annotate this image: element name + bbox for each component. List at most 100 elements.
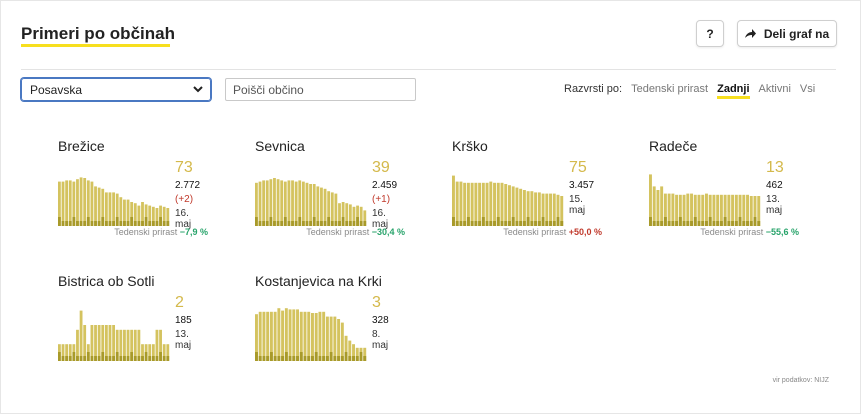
total-value: 2.772 bbox=[175, 180, 201, 191]
sparkline-bar-base bbox=[296, 356, 299, 361]
sparkline-bar bbox=[90, 181, 94, 226]
latest-value: 75 bbox=[569, 159, 587, 176]
sparkline-bar bbox=[151, 344, 155, 361]
sparkline-bar-base bbox=[318, 356, 322, 361]
sparkline-bar bbox=[166, 344, 170, 361]
sparkline-bar-base bbox=[701, 221, 705, 226]
sparkline-bar-base bbox=[255, 352, 258, 361]
sparkline-bar bbox=[526, 191, 530, 226]
sparkline-bar-base bbox=[61, 356, 65, 361]
sparkline-bar bbox=[101, 188, 105, 226]
sparkline-bar bbox=[708, 194, 712, 226]
sparkline-bar-base bbox=[126, 356, 130, 361]
sparkline-bar-base bbox=[133, 221, 137, 226]
sparkline-bar-base bbox=[504, 221, 508, 226]
sparkline-bar-base bbox=[301, 221, 305, 226]
last-update-date: 16. maj bbox=[372, 208, 389, 230]
sparkline-bar bbox=[101, 325, 105, 361]
sparkline-bar-base bbox=[130, 352, 134, 361]
sparkline-bar-base bbox=[294, 221, 298, 226]
region-select[interactable]: Posavska bbox=[21, 78, 211, 101]
weekly-growth: Tedenski prirast −55,6 % bbox=[499, 227, 799, 237]
sparkline-bar-base bbox=[144, 217, 148, 226]
sparkline-bar bbox=[296, 309, 299, 361]
sparkline-bar-base bbox=[255, 217, 258, 226]
last-update-date: 16. maj bbox=[175, 208, 192, 230]
sparkline-bar-base bbox=[355, 356, 359, 361]
sparkline-bar-base bbox=[455, 221, 459, 226]
sparkline-bar-base bbox=[262, 221, 266, 226]
sparkline-bar bbox=[108, 325, 112, 361]
daily-delta: (+1) bbox=[372, 194, 391, 205]
sparkline-bar bbox=[649, 174, 652, 226]
sparkline-bar bbox=[61, 181, 65, 226]
sparkline-bar bbox=[541, 193, 545, 226]
sparkline-bar bbox=[79, 310, 83, 361]
sort-option-latest[interactable]: Zadnji bbox=[717, 83, 750, 99]
daily-delta: (+2) bbox=[175, 194, 194, 205]
total-value: 462 bbox=[766, 180, 783, 191]
latest-value: 13 bbox=[766, 159, 784, 176]
sparkline-bar-base bbox=[757, 221, 761, 226]
sparkline-bar-base bbox=[76, 221, 79, 226]
share-button[interactable]: Deli graf na bbox=[737, 20, 837, 47]
sparkline-bar-base bbox=[141, 356, 144, 361]
sparkline-bar bbox=[277, 308, 281, 361]
search-input[interactable] bbox=[225, 78, 416, 101]
sparkline-bar-base bbox=[277, 356, 281, 361]
sparkline-bar bbox=[262, 311, 266, 361]
sparkline-bar bbox=[333, 316, 337, 361]
weekly-growth: Tedenski prirast +50,0 % bbox=[302, 227, 602, 237]
sparkline-bar-base bbox=[678, 217, 682, 226]
sparkline-bar bbox=[303, 311, 307, 361]
sparkline-bar-base bbox=[58, 217, 61, 226]
sparkline-bar bbox=[485, 182, 489, 226]
sparkline-bar bbox=[298, 180, 302, 226]
sparkline-bar bbox=[678, 194, 682, 226]
sparkline-bar-base bbox=[671, 221, 675, 226]
sparkline-bar bbox=[255, 182, 258, 226]
total-value: 2.459 bbox=[372, 180, 398, 191]
sparkline-bar bbox=[504, 184, 508, 226]
sparkline-bar-base bbox=[83, 356, 87, 361]
sparkline-bar-base bbox=[478, 221, 482, 226]
sparkline-bar-base bbox=[94, 356, 97, 361]
municipality-name: Krško bbox=[452, 138, 488, 154]
sparkline-bar bbox=[701, 194, 705, 226]
sparkline-bar bbox=[281, 310, 285, 361]
sort-option-active[interactable]: Aktivni bbox=[758, 83, 791, 95]
sort-option-all[interactable]: Vsi bbox=[799, 83, 816, 95]
sparkline-bar bbox=[508, 185, 511, 226]
chevron-down-icon bbox=[193, 86, 203, 93]
sparkline-chart bbox=[255, 178, 367, 226]
sparkline-bar bbox=[723, 194, 727, 226]
sparkline-bar-base bbox=[79, 221, 83, 226]
sparkline-bar-base bbox=[323, 221, 327, 226]
sparkline-bar-base bbox=[329, 352, 333, 361]
sparkline-bar-base bbox=[511, 217, 515, 226]
sparkline-bar bbox=[115, 193, 119, 226]
sort-option-weekly[interactable]: Tedenski prirast bbox=[631, 83, 709, 95]
sparkline-bar bbox=[671, 193, 675, 226]
sparkline-bar-base bbox=[141, 221, 144, 226]
weekly-growth: Tedenski prirast −7,9 % bbox=[0, 227, 208, 237]
sparkline-bar bbox=[552, 193, 556, 226]
latest-value: 73 bbox=[175, 159, 193, 176]
header-divider bbox=[21, 69, 836, 70]
region-selected-value: Posavska bbox=[30, 82, 83, 97]
sparkline-bar-base bbox=[738, 217, 742, 226]
sparkline-bar-base bbox=[333, 356, 337, 361]
total-value: 328 bbox=[372, 315, 389, 326]
help-button[interactable]: ? bbox=[696, 20, 724, 47]
sparkline-bar-base bbox=[303, 356, 307, 361]
weekly-growth-value: −55,6 % bbox=[765, 227, 799, 237]
sparkline-bar-base bbox=[352, 221, 356, 226]
sparkline-bar-base bbox=[309, 221, 312, 226]
sparkline-bar-base bbox=[65, 356, 69, 361]
sparkline-bar bbox=[292, 309, 296, 361]
latest-value: 3 bbox=[372, 294, 381, 311]
sparkline-bar bbox=[560, 196, 564, 226]
sparkline-bar bbox=[141, 344, 144, 361]
sparkline-bar bbox=[126, 329, 130, 361]
sparkline-bar bbox=[112, 325, 115, 361]
